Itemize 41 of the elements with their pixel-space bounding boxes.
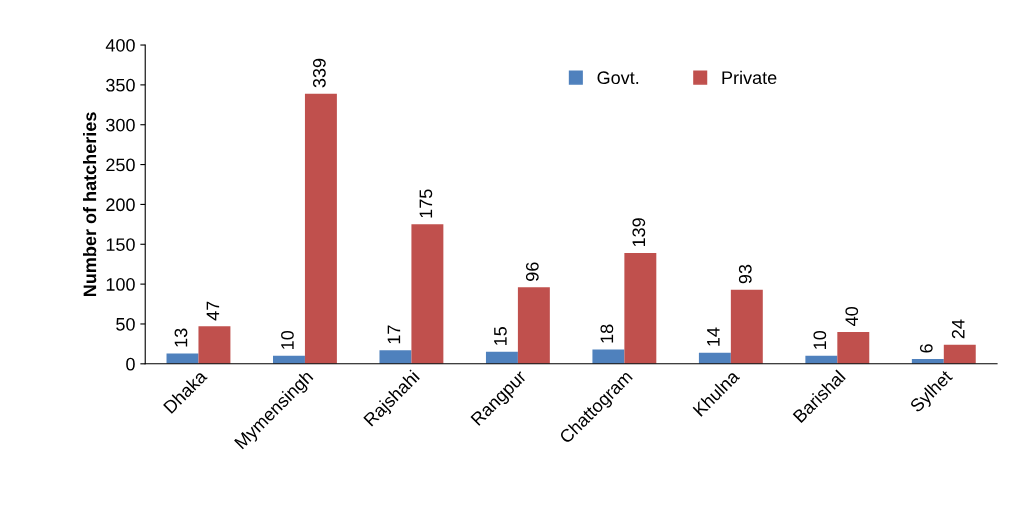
- bar: [517, 287, 550, 364]
- data-label: 14: [707, 327, 720, 346]
- legend-label: Govt.: [597, 71, 639, 85]
- data-label: 6: [919, 344, 933, 353]
- bar: [304, 93, 337, 364]
- data-label: 10: [281, 330, 294, 349]
- data-label: 10: [813, 330, 827, 349]
- data-label: 24: [951, 319, 965, 339]
- data-label: 339: [312, 58, 326, 88]
- data-label: 18: [600, 324, 614, 343]
- bar: [592, 349, 625, 364]
- bar: [624, 253, 657, 364]
- y-tick-label: 100: [106, 278, 135, 291]
- y-tick-label: 50: [116, 317, 135, 331]
- bar: [379, 350, 412, 364]
- y-tick-label: 150: [106, 238, 135, 251]
- data-label: 47: [206, 301, 220, 321]
- bar: [698, 352, 731, 364]
- data-label: 96: [525, 262, 539, 281]
- data-label: 93: [738, 264, 752, 284]
- y-tick-label: 400: [105, 38, 135, 52]
- y-tick-label: 350: [106, 78, 135, 92]
- y-tick-label: 250: [106, 158, 135, 172]
- y-tick-label: 200: [106, 198, 135, 212]
- y-tick-label: 300: [106, 118, 135, 132]
- bar: [198, 326, 231, 364]
- data-label: 15: [494, 326, 507, 345]
- data-label: 17: [387, 325, 401, 344]
- bar: [411, 224, 444, 364]
- data-label: 40: [845, 307, 859, 326]
- bar: [166, 353, 199, 364]
- bar: [943, 344, 976, 364]
- data-label: 139: [632, 218, 646, 247]
- y-axis-title: Number of hatcheries: [83, 112, 97, 297]
- y-tick-label: 0: [126, 357, 135, 371]
- data-label: 13: [174, 328, 188, 347]
- data-label: 175: [419, 189, 433, 218]
- bar: [485, 351, 518, 364]
- bar: [837, 331, 870, 364]
- bar: [730, 289, 763, 364]
- legend-label: Private: [722, 70, 777, 85]
